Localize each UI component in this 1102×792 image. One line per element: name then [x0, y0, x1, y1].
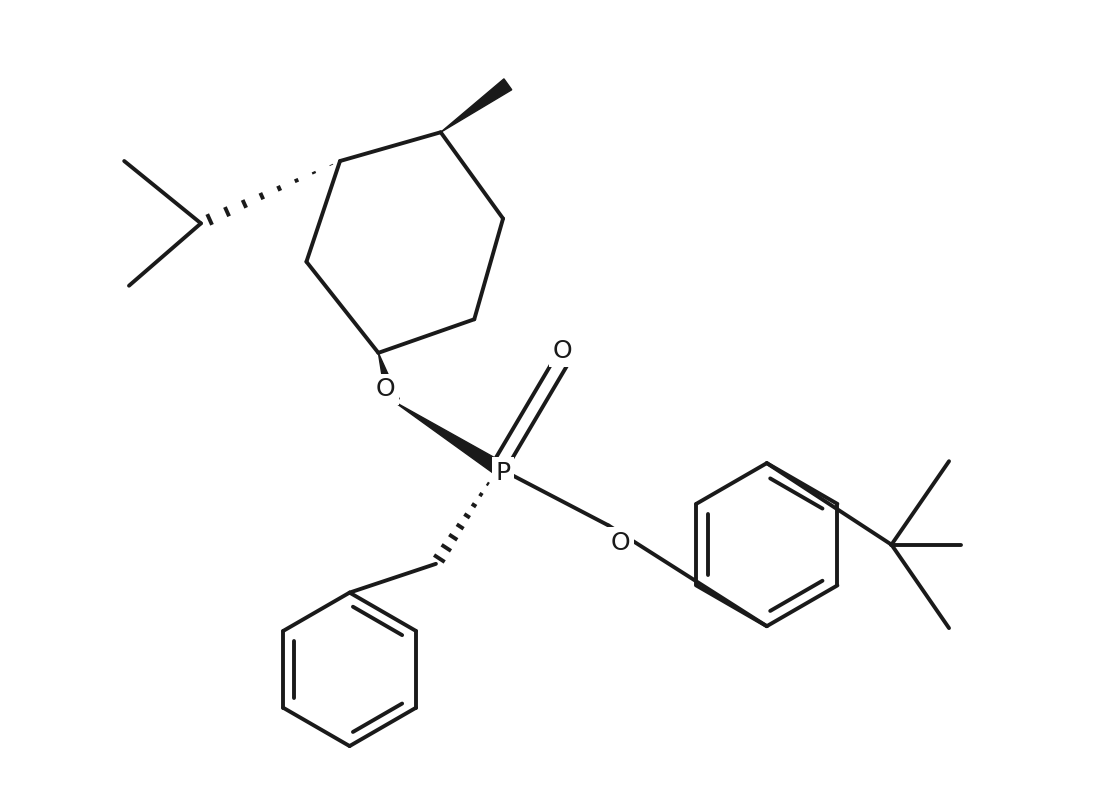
Polygon shape	[392, 401, 503, 474]
Text: O: O	[611, 531, 630, 554]
Polygon shape	[441, 79, 511, 132]
Text: O: O	[376, 377, 395, 402]
Text: P: P	[496, 461, 510, 485]
Polygon shape	[378, 353, 399, 402]
Text: O: O	[553, 339, 572, 363]
